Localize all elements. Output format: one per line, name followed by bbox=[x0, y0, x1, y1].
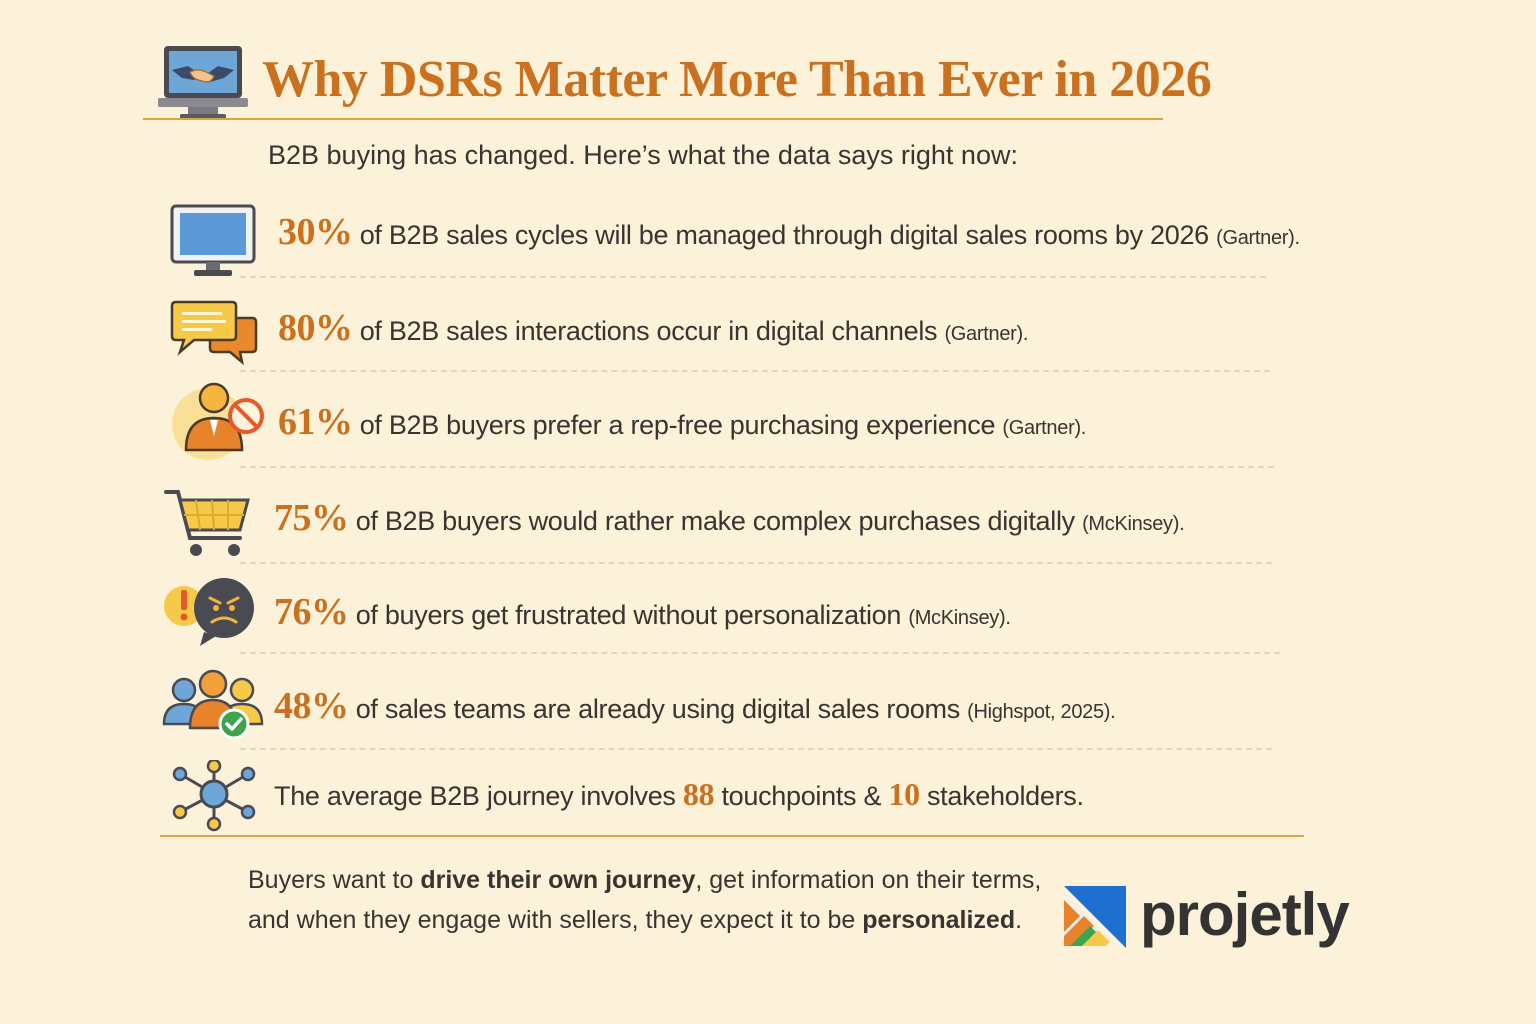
brand-wordmark: projetly bbox=[1140, 881, 1350, 948]
stat-row: 48% of sales teams are already using dig… bbox=[0, 668, 1536, 750]
stat-row: 75% of B2B buyers would rather make comp… bbox=[0, 482, 1536, 564]
stat-percent: 30% bbox=[278, 211, 353, 253]
stat-percent: 75% bbox=[274, 497, 349, 539]
stat-source: (Highspot, 2025). bbox=[967, 701, 1116, 723]
stat-text: 61% of B2B buyers prefer a rep-free purc… bbox=[278, 400, 1086, 444]
row-divider bbox=[240, 466, 1274, 468]
stat-text: 75% of B2B buyers would rather make comp… bbox=[274, 496, 1185, 540]
stat-row: 76% of buyers get frustrated without per… bbox=[0, 576, 1536, 656]
team-check-icon bbox=[162, 669, 264, 740]
stat-row: 30% of B2B sales cycles will be managed … bbox=[0, 196, 1536, 278]
closing-text: . bbox=[1015, 906, 1023, 934]
row-divider bbox=[240, 748, 1272, 750]
stat-description: of B2B buyers would rather make complex … bbox=[348, 506, 1083, 536]
stat-text: 30% of B2B sales cycles will be managed … bbox=[278, 210, 1300, 254]
stat-description: of sales teams are already using digital… bbox=[348, 694, 968, 724]
stat-description: of B2B sales interactions occur in digit… bbox=[352, 316, 945, 346]
row-divider bbox=[240, 276, 1266, 278]
row-divider bbox=[240, 370, 1270, 372]
closing-text: Buyers want to bbox=[248, 866, 421, 894]
stat-row: 61% of B2B buyers prefer a rep-free purc… bbox=[0, 382, 1536, 468]
page-subtitle: B2B buying has changed. Here’s what the … bbox=[268, 140, 1018, 170]
stat-percent: 76% bbox=[274, 591, 349, 633]
closing-statement: Buyers want to drive their own journey, … bbox=[248, 860, 1041, 940]
stat-percent: 61% bbox=[278, 401, 353, 443]
stat-description: of B2B sales cycles will be managed thro… bbox=[352, 220, 1217, 250]
frustrated-face-icon bbox=[164, 578, 254, 646]
laptop-handshake-icon bbox=[158, 46, 248, 119]
chat-bubbles-icon bbox=[170, 300, 258, 366]
shopping-cart-icon bbox=[164, 490, 250, 556]
journey-text-end: stakeholders. bbox=[919, 781, 1084, 811]
title-underline bbox=[143, 118, 1163, 120]
stat-row: 80% of B2B sales interactions occur in d… bbox=[0, 292, 1536, 372]
row-divider bbox=[240, 562, 1272, 564]
journey-text-middle: touchpoints & bbox=[714, 781, 889, 811]
row-divider bbox=[240, 652, 1280, 654]
bottom-rule bbox=[160, 835, 1304, 837]
person-no-rep-icon bbox=[172, 382, 264, 460]
stat-description: of buyers get frustrated without persona… bbox=[348, 600, 909, 630]
page-title: Why DSRs Matter More Than Ever in 2026 bbox=[262, 51, 1212, 108]
stat-source: (Gartner). bbox=[944, 323, 1029, 345]
stat-percent: 80% bbox=[278, 307, 353, 349]
stat-source: (McKinsey). bbox=[1082, 513, 1185, 535]
stat-source: (Gartner). bbox=[1216, 227, 1300, 249]
closing-text: and when they engage with sellers, they … bbox=[248, 906, 863, 934]
stat-text: 76% of buyers get frustrated without per… bbox=[274, 590, 1011, 634]
stat-text: 48% of sales teams are already using dig… bbox=[274, 684, 1116, 728]
network-nodes-icon bbox=[172, 760, 256, 832]
stat-source: (McKinsey). bbox=[908, 607, 1011, 629]
stat-source: (Gartner). bbox=[1002, 417, 1087, 439]
journey-row: The average B2B journey involves 88 touc… bbox=[0, 760, 1536, 840]
stat-percent: 48% bbox=[274, 685, 349, 727]
closing-text: , get information on their terms, bbox=[695, 866, 1042, 894]
stakeholders-count: 10 bbox=[888, 776, 920, 812]
closing-line-2: and when they engage with sellers, they … bbox=[248, 900, 1041, 940]
closing-emphasis: drive their own journey bbox=[420, 866, 696, 894]
journey-text: The average B2B journey involves 88 touc… bbox=[274, 776, 1084, 813]
touchpoints-count: 88 bbox=[682, 776, 715, 812]
monitor-icon bbox=[170, 204, 256, 276]
journey-text-start: The average B2B journey involves bbox=[274, 781, 683, 811]
stat-description: of B2B buyers prefer a rep-free purchasi… bbox=[352, 410, 1003, 440]
closing-line-1: Buyers want to drive their own journey, … bbox=[248, 860, 1041, 900]
projetly-logo-icon bbox=[1064, 886, 1126, 948]
closing-emphasis: personalized bbox=[862, 906, 1016, 934]
stat-text: 80% of B2B sales interactions occur in d… bbox=[278, 306, 1028, 350]
